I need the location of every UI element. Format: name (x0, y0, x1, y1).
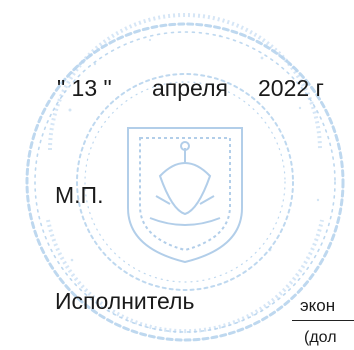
executor-position-value: экон (300, 296, 336, 315)
date-month: апреля (152, 75, 228, 101)
executor-label: Исполнитель (55, 288, 195, 314)
position-caption: (дол (304, 329, 337, 346)
position-underline (292, 320, 354, 321)
stamp-place-label: М.П. (55, 182, 104, 208)
coat-of-arms-icon (127, 127, 243, 264)
date-year: 2022 г (258, 75, 324, 101)
date-day: " 13 " (57, 75, 112, 101)
